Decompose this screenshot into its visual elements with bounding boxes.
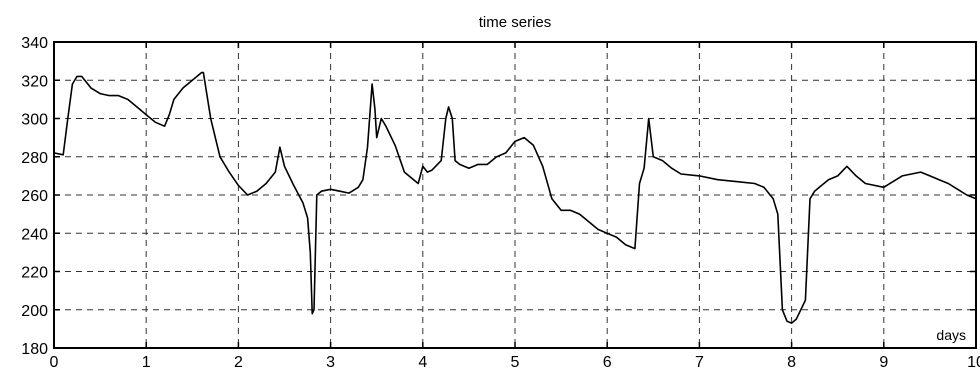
x-tick-label: 8 [787,354,796,369]
y-tick-label: 180 [21,341,48,358]
y-tick-label: 300 [21,112,48,129]
grid-layer [54,42,976,348]
y-tick-label: 200 [21,303,48,320]
tick-label-layer: 0 1 2 3 4 5 6 7 8 9 10 180 200 220 240 260 280 300 320 340 [21,35,980,371]
x-tick-label: 7 [695,354,704,369]
x-tick-label: 9 [879,354,888,369]
y-tick-label: 340 [21,35,48,52]
y-tick-label: 240 [21,226,48,243]
plot-frame [53,41,977,349]
series-line [53,71,977,324]
x-tick-label: 4 [418,354,427,369]
days-annotation: days [936,327,966,343]
x-tick-label: 10 [967,354,980,369]
y-tick-label: 280 [21,150,48,167]
y-tick-label: 260 [21,188,48,205]
x-tick-label: 6 [603,354,612,369]
chart-title: time series [479,14,552,31]
x-tick-label: 2 [234,354,243,369]
x-tick-label: 1 [142,354,151,369]
series-layer [53,71,977,324]
x-tick-label: 3 [326,354,335,369]
x-tick-label: 0 [50,354,59,369]
y-tick-label: 320 [21,73,48,90]
x-tick-label: 5 [511,354,520,369]
y-tick-label: 220 [21,265,48,282]
